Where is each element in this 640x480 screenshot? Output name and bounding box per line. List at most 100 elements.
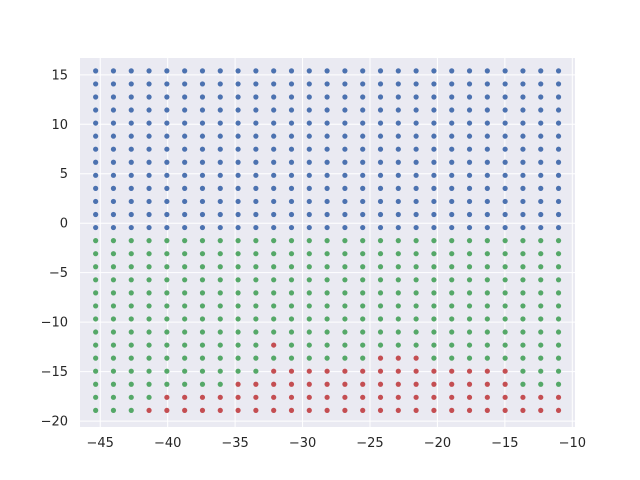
data-point	[360, 172, 366, 178]
data-point	[271, 342, 277, 348]
data-point	[235, 120, 241, 126]
data-point	[93, 316, 99, 322]
data-point	[449, 81, 455, 87]
data-point	[93, 81, 99, 87]
data-point	[555, 107, 562, 113]
data-point	[466, 198, 473, 205]
data-point	[538, 198, 544, 205]
data-point	[360, 277, 366, 283]
data-point	[182, 224, 188, 231]
data-point	[449, 172, 455, 178]
data-point	[377, 107, 384, 113]
data-point	[413, 355, 419, 361]
data-point	[520, 251, 526, 257]
data-point	[182, 251, 188, 257]
data-point	[146, 107, 152, 113]
data-point	[538, 81, 544, 87]
data-point	[520, 381, 526, 387]
data-point	[235, 107, 241, 113]
data-point	[324, 342, 330, 348]
data-point	[555, 277, 562, 283]
data-point	[360, 329, 366, 335]
data-point	[128, 107, 134, 113]
data-point	[538, 290, 544, 296]
data-point	[413, 224, 419, 231]
data-point	[306, 316, 312, 322]
data-point	[538, 133, 544, 139]
data-point	[395, 381, 401, 387]
data-point	[360, 185, 366, 191]
data-point	[306, 277, 312, 283]
data-point	[449, 159, 455, 165]
y-tick-label: 5	[60, 167, 68, 182]
data-point	[324, 81, 330, 87]
data-point	[288, 394, 295, 400]
data-point	[484, 172, 490, 178]
data-point	[199, 290, 206, 296]
data-point	[538, 238, 544, 244]
data-point	[466, 290, 473, 296]
data-point	[413, 107, 419, 113]
data-point	[377, 342, 384, 348]
data-point	[502, 264, 508, 270]
data-point	[164, 251, 170, 257]
data-point	[413, 277, 419, 283]
data-point	[93, 159, 99, 165]
data-point	[377, 407, 384, 413]
data-point	[146, 316, 152, 322]
data-point	[555, 381, 562, 387]
data-point	[253, 407, 259, 413]
data-point	[271, 172, 277, 178]
data-point	[466, 355, 473, 361]
data-point	[342, 381, 348, 387]
data-point	[342, 238, 348, 244]
data-point	[520, 81, 526, 87]
data-point	[377, 316, 384, 322]
data-point	[395, 185, 401, 191]
data-point	[93, 303, 99, 309]
data-point	[449, 107, 455, 113]
data-point	[413, 172, 419, 178]
data-point	[182, 394, 188, 400]
data-point	[93, 407, 99, 413]
data-point	[431, 224, 437, 231]
data-point	[253, 355, 259, 361]
data-point	[342, 368, 348, 374]
data-point	[235, 185, 241, 191]
data-point	[271, 198, 277, 205]
data-point	[360, 146, 366, 152]
data-point	[253, 251, 259, 257]
data-point	[288, 81, 295, 87]
data-point	[182, 277, 188, 283]
data-point	[431, 355, 437, 361]
data-point	[484, 198, 490, 205]
data-point	[342, 224, 348, 231]
data-point	[377, 277, 384, 283]
data-point	[520, 211, 526, 218]
data-point	[93, 394, 99, 400]
data-point	[93, 277, 99, 283]
data-point	[377, 381, 384, 387]
data-point	[538, 185, 544, 191]
data-point	[306, 94, 312, 100]
data-point	[502, 68, 508, 74]
data-point	[538, 277, 544, 283]
data-point	[555, 81, 562, 87]
data-point	[182, 198, 188, 205]
data-point	[288, 407, 295, 413]
data-point	[413, 303, 419, 309]
data-point	[146, 94, 152, 100]
data-point	[253, 159, 259, 165]
data-point	[235, 368, 241, 374]
data-point	[342, 211, 348, 218]
data-point	[413, 342, 419, 348]
data-point	[342, 277, 348, 283]
data-point	[395, 290, 401, 296]
data-point	[199, 303, 206, 309]
data-point	[146, 277, 152, 283]
data-point	[466, 316, 473, 322]
data-point	[182, 381, 188, 387]
data-point	[342, 94, 348, 100]
data-point	[360, 81, 366, 87]
data-point	[235, 211, 241, 218]
